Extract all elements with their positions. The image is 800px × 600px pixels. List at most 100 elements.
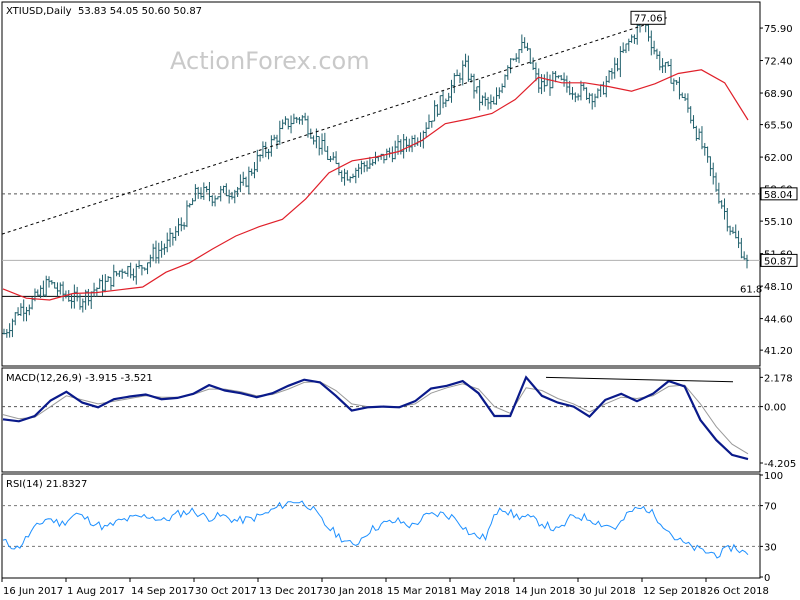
ohlc-bar — [8, 323, 12, 338]
ohlc-bar — [520, 34, 524, 54]
ohlc-bar — [72, 284, 76, 309]
ohlc-bar — [531, 57, 535, 71]
ohlc-bar — [106, 275, 110, 282]
ohlc-bar — [703, 142, 707, 156]
ohlc-bar — [36, 289, 40, 297]
ohlc-bar — [742, 251, 746, 260]
ohlc-bar — [554, 70, 558, 83]
ohlc-bar — [511, 58, 515, 61]
ohlc-bar — [39, 285, 43, 299]
ohlc-bar — [627, 38, 631, 52]
price-panel: ActionForex.com XTIUSD,Daily 53.83 54.05… — [1, 1, 798, 367]
price-panel-frame — [1, 1, 761, 367]
rsi-level-lines — [2, 505, 760, 547]
rsi-panel: RSI(14) 21.8327 100 70 30 0 — [1, 471, 783, 584]
ohlc-bar — [427, 114, 431, 130]
ohlc-bar — [295, 116, 299, 124]
ohlc-bar — [151, 243, 155, 262]
ohlc-bar — [714, 172, 718, 192]
ohlc-bar — [250, 168, 254, 176]
ohlc-bar — [193, 184, 197, 202]
ohlc-bar — [351, 173, 355, 179]
ohlc-bar — [607, 70, 611, 83]
ohlc-bar — [323, 132, 327, 152]
ohlc-bar — [258, 154, 262, 162]
ohlc-bar — [509, 58, 513, 74]
y-tick-label: 0 — [764, 573, 770, 584]
ohlc-bar — [697, 128, 701, 140]
y-tick-label: 65.50 — [764, 121, 793, 132]
ohlc-bar — [525, 42, 529, 51]
ohlc-bar — [255, 149, 259, 173]
ohlc-bar — [680, 92, 684, 98]
ohlc-bar — [357, 163, 361, 178]
y-tick-label: 0.00 — [764, 403, 786, 414]
ohlc-bar — [686, 93, 690, 113]
ohlc-bar — [160, 240, 164, 258]
ohlc-bar — [404, 136, 408, 152]
ohlc-bar — [191, 198, 195, 206]
ohlc-bar — [216, 196, 220, 200]
ohlc-bar — [213, 195, 217, 207]
y-tick-label: 2.178 — [764, 373, 793, 384]
ohlc-bar — [55, 282, 59, 297]
ohlc-bar — [222, 185, 226, 194]
y-tick-label: 55.10 — [764, 217, 793, 228]
ohlc-bar — [64, 290, 68, 299]
ohlc-bar — [143, 267, 147, 271]
rsi-y-axis: 100 70 30 0 — [760, 471, 783, 584]
ohlc-bar — [137, 260, 141, 269]
ohlc-bar — [677, 77, 681, 100]
ohlc-bar — [506, 65, 510, 80]
ohlc-bar — [582, 82, 586, 91]
rsi-panel-title: RSI(14) 21.8327 — [6, 479, 87, 490]
ohlc-bar — [430, 120, 434, 128]
price-trendline — [1, 16, 669, 235]
ohlc-bar — [320, 133, 324, 155]
ohlc-bar — [663, 62, 667, 73]
ohlc-bar — [252, 162, 256, 179]
y-tick-label: 72.40 — [764, 57, 793, 68]
x-tick-label: 30 Oct 2017 — [195, 586, 257, 597]
ohlc-bar — [5, 328, 9, 338]
ohlc-bar — [616, 58, 620, 72]
ohlc-bar — [579, 80, 583, 101]
macd-y-axis: 2.178 0.00 -4.205 — [760, 373, 796, 470]
ohlc-bar — [22, 299, 26, 322]
ohlc-bar — [486, 96, 490, 110]
ohlc-bar — [478, 79, 482, 111]
ohlc-bar — [53, 282, 57, 289]
current-tag-text: 50.87 — [764, 256, 793, 267]
ohlc-bar — [328, 155, 332, 162]
ohlc-bar — [728, 225, 732, 236]
ohlc-bar — [500, 83, 504, 94]
ohlc-bar — [365, 160, 369, 172]
ohlc-bar — [117, 270, 121, 277]
ohlc-bar — [449, 79, 453, 103]
ohlc-bar — [480, 95, 484, 106]
ohlc-bar — [148, 254, 152, 268]
ohlc-bar — [168, 228, 172, 248]
ohlc-bar — [131, 268, 135, 281]
ohlc-bar — [126, 265, 130, 277]
x-tick-label: 13 Dec 2017 — [259, 586, 323, 597]
ohlc-bar — [402, 134, 406, 159]
ohlc-bar — [666, 61, 670, 67]
ohlc-bar — [461, 60, 465, 86]
ohlc-bar — [689, 106, 693, 124]
ohlc-bar — [44, 275, 48, 298]
ohlc-bar — [233, 189, 237, 204]
ohlc-bar — [359, 160, 363, 175]
ohlc-bar — [261, 141, 265, 159]
ohlc-bar — [452, 73, 456, 94]
ohlc-bar — [286, 118, 290, 130]
ohlc-bar — [224, 183, 228, 197]
high-label: 77.06 — [630, 10, 666, 25]
ohlc-bar — [354, 167, 358, 184]
ohlc-bar — [537, 68, 541, 93]
ohlc-bar — [345, 170, 349, 181]
ohlc-bar — [593, 93, 597, 108]
ohlc-bar — [267, 148, 271, 160]
ohlc-bar — [672, 78, 676, 92]
y-tick-label: 75.90 — [764, 24, 793, 35]
